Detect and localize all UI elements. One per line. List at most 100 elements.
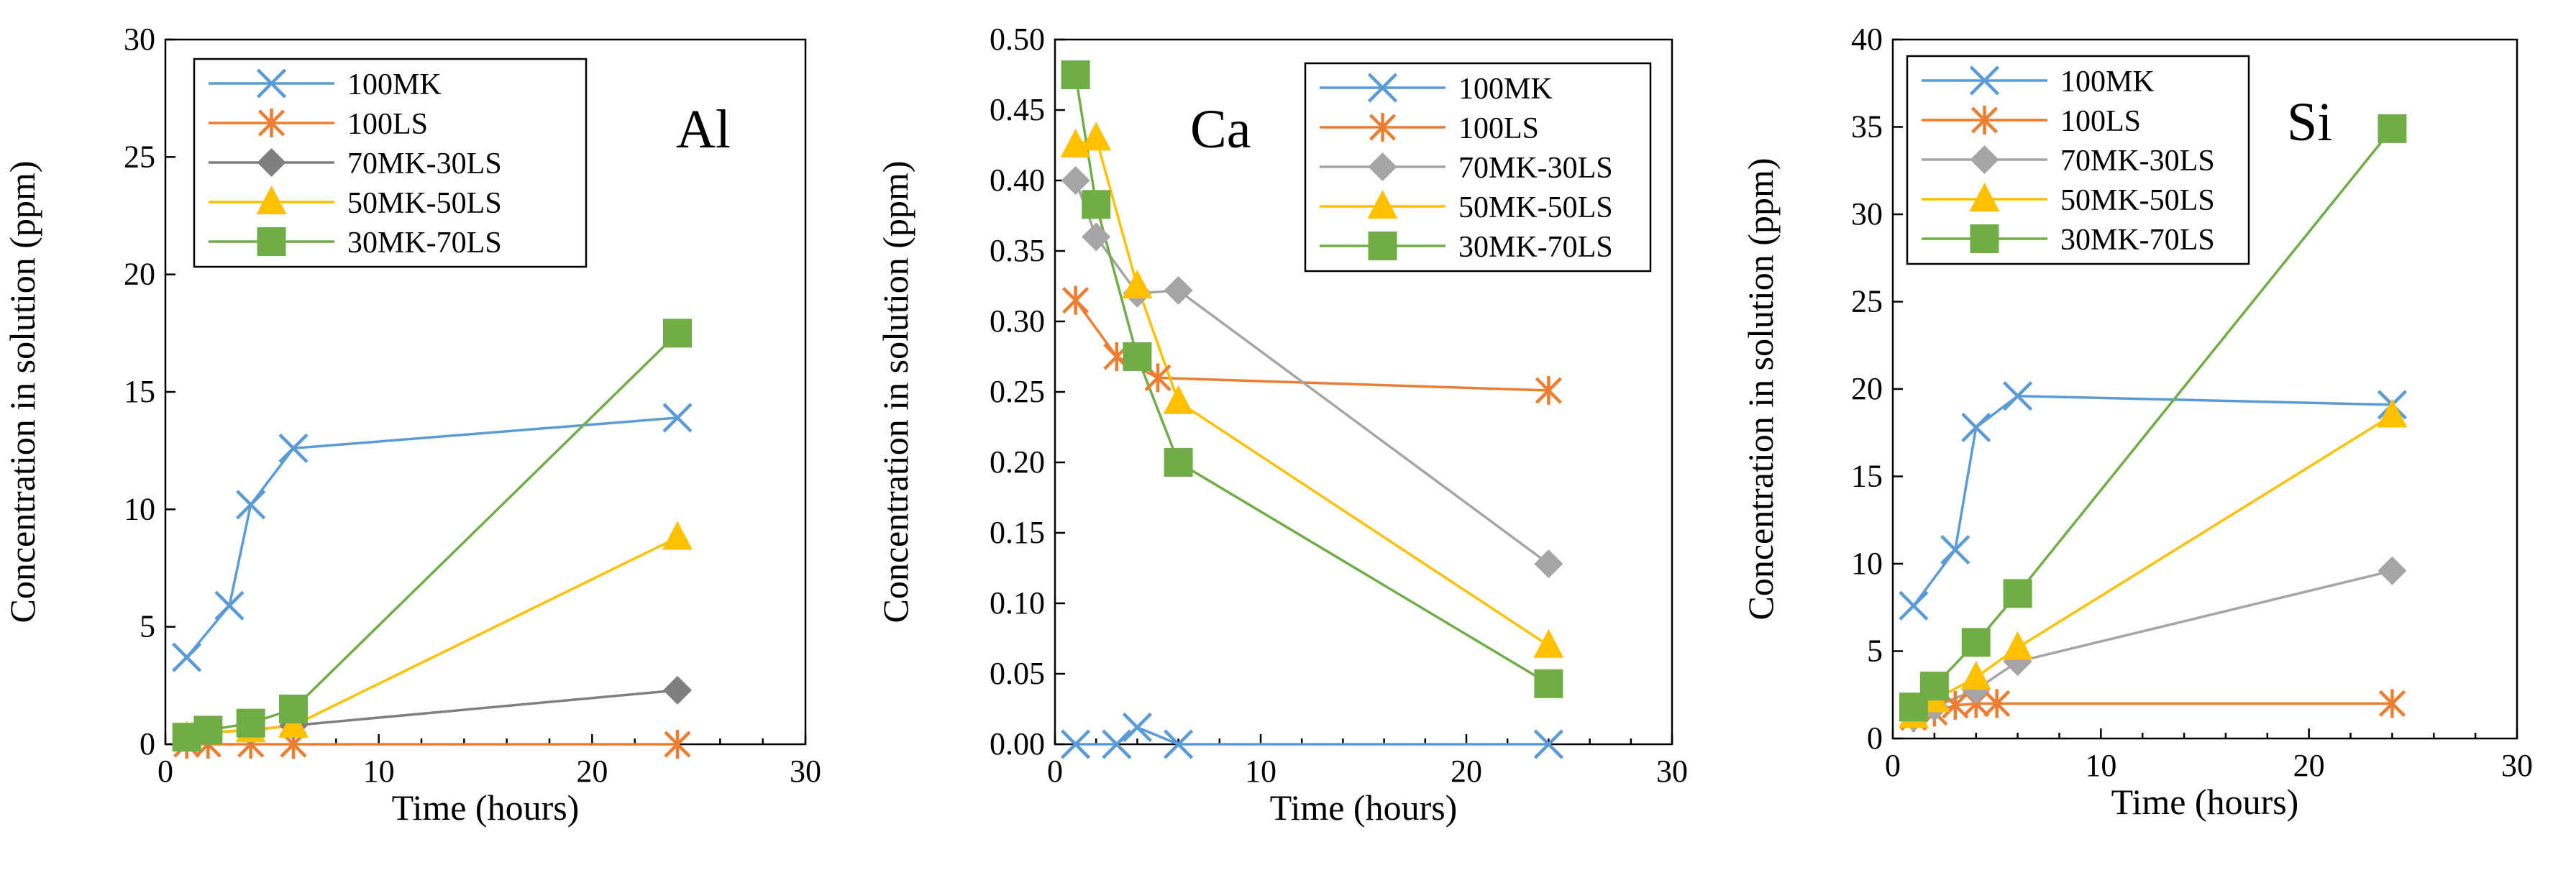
- data-point: [1961, 412, 1991, 443]
- y-tick-label: 0: [140, 726, 155, 762]
- y-tick-label: 40: [1851, 22, 1883, 57]
- y-tick-label: 0.20: [990, 444, 1045, 480]
- data-point: [662, 521, 693, 550]
- legend-label: 100MK: [1458, 73, 1553, 106]
- legend-label: 100LS: [2060, 105, 2141, 138]
- y-tick-label: 0.45: [990, 92, 1045, 127]
- x-axis-label: Time (hours): [2111, 782, 2299, 822]
- data-point: [2378, 689, 2406, 718]
- legend-marker: [1970, 145, 1999, 174]
- y-tick-label: 20: [124, 257, 155, 292]
- legend-marker: [256, 68, 287, 99]
- chart-panel-ca: 0.00 0.05 0.10 0.15 0.20 0.25 0.30 0.35 0.40 0.45…: [875, 22, 1688, 828]
- data-point: [1163, 385, 1194, 414]
- y-tick-label: 5: [1867, 634, 1883, 669]
- data-point: [1122, 270, 1153, 298]
- y-tick-label: 20: [1851, 371, 1883, 406]
- series-line: [186, 416, 678, 659]
- data-point: [279, 695, 308, 723]
- legend-label: 50MK-50LS: [347, 187, 502, 220]
- legend: 100MK 100LS 70MK-30LS 50MK-50LS 30MK-70LS: [1304, 62, 1652, 273]
- legend-marker: [1368, 232, 1397, 260]
- y-tick-label: 0.50: [990, 22, 1045, 57]
- data-point: [663, 675, 692, 705]
- data-point: [2002, 631, 2033, 660]
- data-point: [1535, 376, 1562, 406]
- data-point: [1062, 285, 1090, 315]
- legend-label: 100MK: [347, 68, 442, 101]
- x-tick-label: 10: [1245, 754, 1276, 789]
- data-point: [663, 319, 692, 348]
- data-point: [1164, 275, 1193, 305]
- y-tick-label: 0: [1867, 721, 1883, 756]
- x-tick-label: 0: [157, 754, 173, 789]
- legend-marker: [256, 186, 287, 214]
- y-tick-label: 0.40: [990, 163, 1045, 198]
- y-tick-label: 0.00: [990, 726, 1045, 762]
- legend-label: 70MK-30LS: [1458, 152, 1613, 185]
- y-tick-label: 0.30: [990, 303, 1045, 339]
- x-axis-label: Time (hours): [1270, 787, 1458, 828]
- y-tick-label: 25: [124, 139, 155, 174]
- x-tick-label: 10: [2085, 748, 2116, 783]
- data-point: [1960, 660, 1991, 690]
- data-point: [1164, 729, 1194, 759]
- legend-marker: [1969, 183, 2000, 211]
- data-point: [236, 490, 266, 520]
- data-point: [236, 708, 265, 738]
- x-tick-label: 20: [576, 754, 608, 789]
- data-point: [1122, 712, 1152, 743]
- data-point: [2003, 579, 2032, 608]
- x-tick-label: 0: [1047, 754, 1063, 789]
- y-tick-label: 0.05: [990, 656, 1045, 691]
- legend-marker: [1367, 73, 1398, 103]
- series-line: [186, 536, 678, 738]
- data-point: [1123, 342, 1152, 371]
- legend-label: 100LS: [1458, 112, 1539, 145]
- y-tick-label: 0.15: [990, 515, 1045, 550]
- data-point: [2378, 114, 2407, 143]
- data-point: [662, 403, 693, 433]
- x-tick-label: 30: [1656, 754, 1688, 789]
- y-tick-label: 15: [124, 374, 155, 409]
- chart-panel-si: 0 5 10 15 20 25 30 35 40 0 10 20 30 Time (hours) Conce…: [1740, 22, 2533, 822]
- data-point: [1533, 729, 1563, 759]
- data-point: [1061, 60, 1090, 89]
- y-tick-label: 15: [1851, 459, 1883, 494]
- y-axis-label: Concentration in solution (ppm): [1740, 158, 1781, 621]
- data-point: [1081, 122, 1112, 151]
- y-tick-label: 25: [1851, 284, 1883, 319]
- chart-panel-al: 0 5 10 15 20 25 30 0 10 20 30 Time (hours) Concentra…: [2, 22, 821, 828]
- legend-marker: [257, 148, 286, 177]
- data-point: [2378, 556, 2407, 585]
- data-point: [1961, 628, 1991, 657]
- data-point: [1534, 669, 1563, 698]
- data-point: [1102, 729, 1132, 759]
- legend-label: 70MK-30LS: [347, 147, 502, 180]
- data-point: [214, 590, 245, 621]
- y-tick-label: 0.35: [990, 233, 1045, 268]
- y-tick-label: 30: [124, 22, 155, 57]
- data-point: [1983, 689, 2011, 718]
- y-tick-label: 10: [1851, 546, 1883, 581]
- y-axis-label: Concentration in solution (ppm): [875, 161, 915, 623]
- x-tick-label: 30: [2501, 748, 2533, 783]
- data-point: [1164, 448, 1193, 477]
- x-tick-label: 30: [790, 754, 821, 789]
- legend-label: 100LS: [347, 108, 428, 141]
- legend-marker: [1969, 65, 2000, 96]
- legend-marker: [1970, 224, 1999, 253]
- legend: 100MK 100LS 70MK-30LS 50MK-50LS 30MK-70LS: [193, 58, 588, 268]
- x-axis-label: Time (hours): [392, 787, 580, 828]
- data-point: [2377, 398, 2408, 428]
- y-tick-label: 0.25: [990, 374, 1045, 409]
- legend: 100MK 100LS 70MK-30LS 50MK-50LS 30MK-70LS: [1906, 55, 2250, 265]
- data-point: [1082, 190, 1111, 219]
- data-point: [1919, 672, 1949, 701]
- legend-label: 30MK-70LS: [347, 227, 502, 260]
- x-tick-label: 0: [1885, 748, 1901, 783]
- data-point: [2003, 381, 2033, 411]
- element-annotation: Ca: [1190, 99, 1251, 160]
- legend-label: 50MK-50LS: [1458, 191, 1613, 224]
- element-annotation: Si: [2287, 92, 2332, 152]
